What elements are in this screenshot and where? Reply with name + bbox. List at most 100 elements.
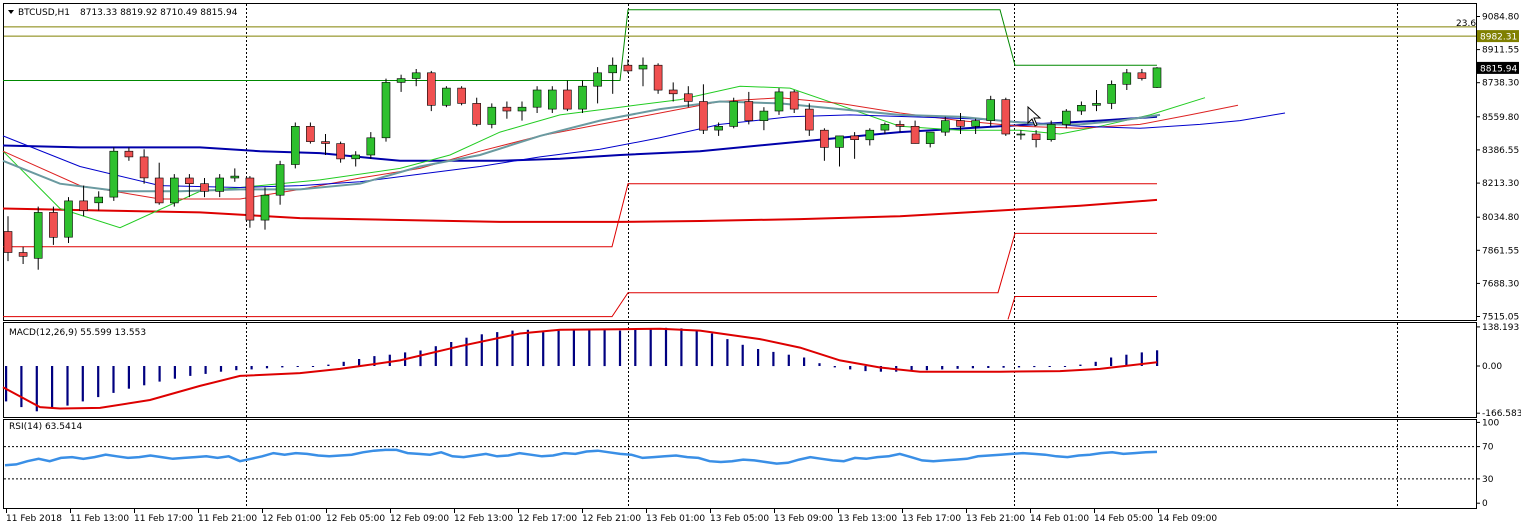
macd-bar-54 (833, 366, 836, 368)
candle-body-29 (442, 87, 451, 106)
candle-body-6 (94, 196, 103, 204)
candle-body-70 (1062, 110, 1071, 125)
candle-body-35 (532, 89, 542, 108)
candle-body-54 (820, 129, 829, 148)
candle-body-23 (351, 154, 361, 160)
candle-body-9 (139, 156, 149, 179)
rsi-tick-label-0: 100 (1482, 418, 1499, 428)
candle-body-55 (835, 135, 844, 148)
time-tick-label-12: 13 Feb 09:00 (774, 514, 833, 524)
candle-body-47 (714, 126, 723, 131)
time-tick-label-0: 11 Feb 2018 (6, 514, 62, 524)
indicator-line-4 (3, 183, 1157, 248)
main-tick-label-7: 7861.55 (1482, 246, 1519, 256)
macd-bar-10 (158, 366, 161, 382)
candle-body-37 (563, 89, 572, 110)
macd-bar-31 (480, 334, 483, 366)
candle-body-24 (366, 137, 376, 156)
price-tag-0: 8982.31 (1480, 33, 1517, 43)
macd-bar-24 (373, 356, 376, 366)
macd-bar-13 (204, 366, 207, 374)
macd-bar-40 (618, 330, 622, 366)
candle-body-56 (850, 135, 859, 140)
candle-body-75 (1137, 72, 1147, 79)
dropdown-triangle-icon[interactable] (8, 10, 14, 14)
candle-body-32 (487, 106, 497, 125)
time-tick-label-17: 14 Feb 05:00 (1094, 514, 1153, 524)
candle-body-51 (774, 91, 784, 112)
indicator-line-1 (2, 198, 1158, 223)
macd-bar-35 (542, 332, 545, 367)
candle-body-19 (290, 126, 300, 165)
candle-body-71 (1077, 105, 1086, 112)
macd-panel-frame (3, 322, 1477, 418)
candle-body-67 (1016, 133, 1026, 136)
macd-bar-22 (342, 361, 345, 366)
main-tick-label-3: 8559.80 (1482, 113, 1519, 123)
macd-bar-28 (434, 346, 437, 366)
rsi-title: RSI(14) 63.5414 (9, 422, 82, 432)
macd-bar-57 (879, 366, 882, 372)
main-tick-label-0: 9084.80 (1482, 13, 1519, 23)
macd-bar-71 (1094, 361, 1097, 366)
macd-bar-16 (250, 366, 253, 370)
macd-bar-19 (296, 366, 299, 367)
macd-bar-38 (588, 329, 591, 366)
candle-body-11 (170, 177, 179, 204)
macd-bar-61 (941, 366, 944, 370)
candle-body-44 (668, 89, 678, 95)
candle-body-46 (699, 101, 708, 131)
rsi-axis: 100 70 30 0 (1476, 418, 1499, 509)
candle-body-48 (729, 101, 739, 127)
candle-body-16 (245, 177, 255, 221)
rsi-tick-label-1: 70 (1482, 443, 1494, 453)
macd-bar-37 (572, 329, 575, 366)
rsi-tick-label-2: 30 (1482, 475, 1494, 485)
macd-bar-51 (787, 354, 790, 366)
macd-bar-33 (511, 330, 514, 366)
rsi-panel-frame (3, 419, 1477, 509)
macd-bar-21 (327, 364, 330, 366)
macd-bar-17 (265, 366, 269, 369)
candle-body-13 (200, 183, 209, 192)
macd-bar-30 (465, 337, 468, 366)
candle-body-36 (547, 89, 557, 110)
indicator-line-9 (2, 112, 1286, 189)
macd-bar-18 (281, 366, 284, 368)
candle-body-45 (683, 93, 693, 102)
time-tick-label-3: 11 Feb 21:00 (198, 514, 257, 524)
macd-bar-53 (818, 363, 821, 366)
macd-bar-32 (496, 332, 499, 367)
macd-tick-label-0: 138.193 (1482, 323, 1519, 333)
macd-bar-9 (143, 366, 146, 386)
indicator-line-10 (2, 100, 1161, 193)
time-tick-label-4: 12 Feb 01:00 (262, 514, 321, 524)
candle-body-5 (79, 200, 88, 211)
indicator-line-6 (1007, 296, 1157, 320)
candle-body-27 (411, 72, 421, 79)
time-tick-label-8: 12 Feb 17:00 (518, 514, 577, 524)
time-tick-label-15: 13 Feb 21:00 (966, 514, 1025, 524)
candle-body-40 (608, 64, 618, 74)
macd-bar-4 (66, 366, 69, 406)
macd-bar-45 (695, 330, 698, 366)
macd-bar-47 (726, 339, 729, 366)
candle-body-74 (1122, 72, 1132, 85)
macd-tick-label-1: 0.00 (1482, 362, 1502, 372)
macd-bar-63 (971, 366, 974, 369)
candle-body-21 (321, 141, 330, 144)
macd-bar-69 (1063, 366, 1067, 367)
indicator-line-0 (2, 115, 1158, 162)
candle-body-68 (1031, 133, 1041, 140)
rsi-line (4, 448, 1158, 467)
macd-bar-42 (649, 328, 652, 367)
macd-title: MACD(12,26,9) 55.599 13.553 (9, 328, 146, 338)
candle-body-57 (865, 129, 875, 141)
macd-bar-62 (956, 366, 959, 369)
macd-bar-67 (1033, 366, 1036, 368)
candle-body-65 (986, 99, 996, 121)
macd-bar-55 (849, 366, 852, 370)
candle-body-2 (33, 212, 43, 259)
macd-bar-56 (864, 366, 867, 372)
